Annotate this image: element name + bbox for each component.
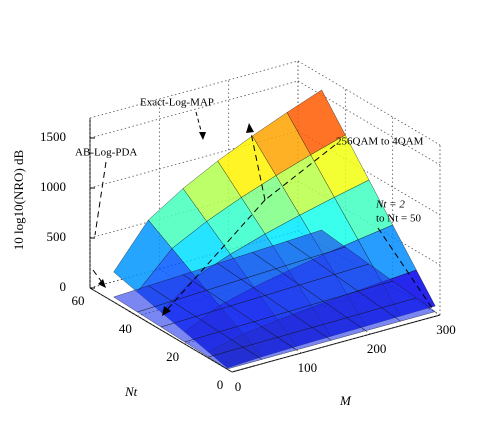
grid-line [297,180,441,266]
annotation: Nt = 2 [375,199,405,211]
y-tick-label: 40 [119,321,132,336]
z-tick-label: 0 [60,279,67,294]
grid-line [89,287,233,373]
annotation: AB-Log-PDA [75,147,137,159]
arrowhead [246,123,254,133]
surface-patch [207,346,263,370]
y-tick-label: 20 [166,349,179,364]
x-axis-label: M [339,393,352,408]
arrow [94,161,107,236]
box-edge [297,60,441,146]
x-tick-label: 300 [436,322,456,337]
x-tick-label: 200 [367,341,387,356]
annotations: Exact-Log-MAP AB-Log-PDA 256QAM to 4QAM … [11,97,433,408]
arrow [377,227,433,309]
box-edge [89,60,299,119]
arrowhead [162,306,171,316]
annotation: to Nt = 50 [376,213,422,225]
z-tick-label: 1500 [40,129,66,144]
y-axis-label: Nt [124,384,138,399]
arrowhead [199,132,206,140]
annotation: 256QAM to 4QAM [336,136,424,148]
grid-line [297,80,441,166]
y-tick-label: 0 [217,377,224,392]
annotation: Exact-Log-MAP [140,97,214,109]
axis-line [231,314,441,373]
z-axis-label: 10 log10(NRO) dB [11,149,26,250]
y-tick-label: 60 [72,293,85,308]
x-tick-label: 100 [298,360,318,375]
surfaces [113,89,436,370]
arrow [249,127,266,201]
arrowhead [98,279,106,288]
x-tick-label: 0 [235,379,242,394]
grid-line [297,130,441,216]
z-tick-label: 500 [47,229,67,244]
z-tick-label: 1000 [40,179,66,194]
arrow [264,144,336,201]
arrow [164,199,266,313]
